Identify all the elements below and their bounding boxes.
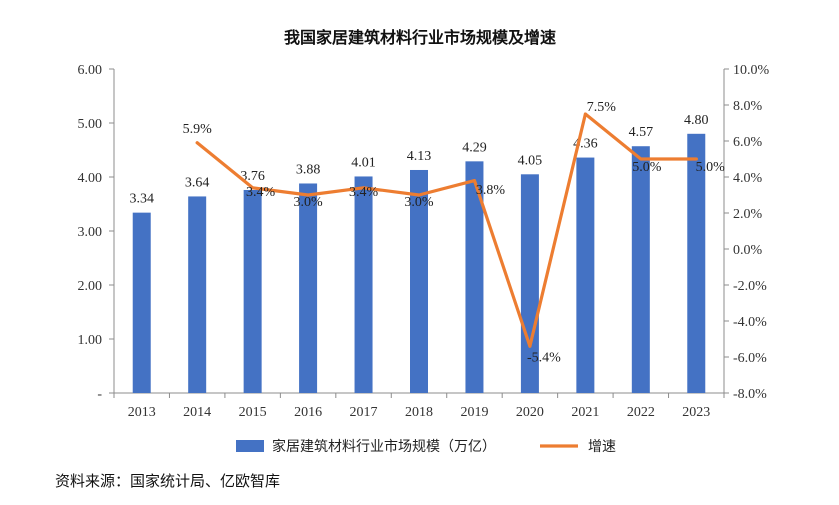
- bar-data-label: 3.64: [185, 175, 210, 190]
- x-axis-tick-label: 2014: [183, 405, 211, 420]
- line-point: [472, 179, 476, 183]
- right-axis-tick-label: 8.0%: [733, 99, 763, 114]
- line-data-label: 5.0%: [696, 160, 726, 175]
- right-axis-tick-label: 0.0%: [733, 243, 763, 258]
- line-point: [583, 112, 587, 116]
- line-data-label: 3.0%: [294, 195, 324, 210]
- x-axis-tick-label: 2019: [460, 405, 488, 420]
- right-axis-tick-label: 4.0%: [733, 171, 763, 186]
- line-point: [306, 193, 310, 197]
- bar-data-label: 4.05: [518, 153, 543, 168]
- axes: - 1.00 2.00 3.00 4.00 5.00 6.00 -8.0% -6.0% -4.0%…: [78, 63, 770, 420]
- left-axis-tick-label: 2.00: [78, 279, 103, 294]
- bar-data-labels: 3.343.64 3.76 3.88 4.01 4.134.294.054.364.57…: [129, 113, 708, 207]
- left-axis-tick-label: 1.00: [78, 333, 103, 348]
- bar-data-label: 4.80: [684, 113, 709, 128]
- bar: [188, 196, 207, 393]
- left-axis-tick-label: 4.00: [78, 171, 103, 186]
- right-axis-tick-label: -6.0%: [733, 351, 767, 366]
- chart-title: 我国家居建筑材料行业市场规模及增速: [284, 28, 556, 47]
- right-axis-tick-label: -8.0%: [733, 387, 767, 402]
- line-point: [528, 344, 532, 348]
- x-axis-tick-label: 2017: [350, 405, 378, 420]
- line-data-labels: 5.9% 3.4% 3.0% 3.4% 3.0% 3.8% -5.4% 7.5% 5.0% 5.0…: [183, 100, 726, 365]
- x-axis-tick-label: 2023: [682, 405, 710, 420]
- bar-data-label: 3.76: [240, 169, 265, 184]
- line-point: [694, 157, 698, 161]
- bar-data-label: 4.57: [629, 125, 654, 140]
- line-data-label: 3.0%: [404, 195, 434, 210]
- line-data-label: 3.8%: [476, 183, 506, 198]
- bar-data-label: 4.13: [407, 149, 432, 164]
- legend-line-label: 增速: [588, 439, 616, 455]
- bar: [243, 189, 262, 393]
- bar: [465, 161, 484, 393]
- bar: [576, 157, 595, 393]
- line-data-label: 3.4%: [349, 185, 379, 200]
- bar: [132, 212, 151, 393]
- line-point: [195, 141, 199, 145]
- line-point: [639, 157, 643, 161]
- left-axis-tick-label: 6.00: [78, 63, 103, 78]
- bar-data-label: 4.29: [462, 140, 487, 155]
- legend-bar-swatch: [236, 440, 264, 452]
- left-axis-tick-label: 3.00: [78, 225, 103, 240]
- line-data-label: -5.4%: [527, 350, 561, 365]
- line-series: [195, 112, 698, 348]
- left-axis-tick-label: -: [97, 387, 102, 402]
- line-point: [417, 193, 421, 197]
- x-axis-tick-label: 2013: [128, 405, 156, 420]
- right-axis-tick-label: 6.0%: [733, 135, 763, 150]
- line-data-label: 3.4%: [246, 185, 276, 200]
- x-axis-tick-label: 2018: [405, 405, 433, 420]
- right-axis-tick-label: -2.0%: [733, 279, 767, 294]
- growth-line: [195, 112, 698, 348]
- bar: [354, 176, 373, 393]
- bar-series: [132, 133, 706, 394]
- line-point: [362, 186, 366, 190]
- bar: [687, 133, 706, 394]
- line-data-label: 5.9%: [183, 122, 213, 137]
- source-note: 资料来源：国家统计局、亿欧智库: [55, 472, 281, 490]
- right-axis-tick-label: 10.0%: [733, 63, 770, 78]
- bar-data-label: 3.34: [129, 192, 154, 207]
- bar-data-label: 4.01: [351, 155, 376, 170]
- legend: 家居建筑材料行业市场规模（万亿） 增速: [236, 438, 616, 455]
- x-axis-tick-label: 2021: [571, 405, 599, 420]
- right-axis-tick-label: -4.0%: [733, 315, 767, 330]
- x-axis-tick-label: 2016: [294, 405, 322, 420]
- right-axis-tick-label: 2.0%: [733, 207, 763, 222]
- left-axis-tick-label: 5.00: [78, 117, 103, 132]
- line-data-label: 5.0%: [632, 160, 662, 175]
- x-axis-tick-label: 2022: [627, 405, 655, 420]
- x-axis-tick-label: 2020: [516, 405, 544, 420]
- bar-data-label: 3.88: [296, 162, 321, 177]
- bar: [410, 169, 428, 393]
- x-axis-tick-label: 2015: [239, 405, 267, 420]
- bar: [299, 183, 318, 393]
- bar: [520, 174, 539, 393]
- bar: [631, 146, 650, 393]
- line-point: [251, 186, 255, 190]
- line-data-label: 7.5%: [587, 100, 617, 115]
- legend-bar-label: 家居建筑材料行业市场规模（万亿）: [272, 438, 496, 455]
